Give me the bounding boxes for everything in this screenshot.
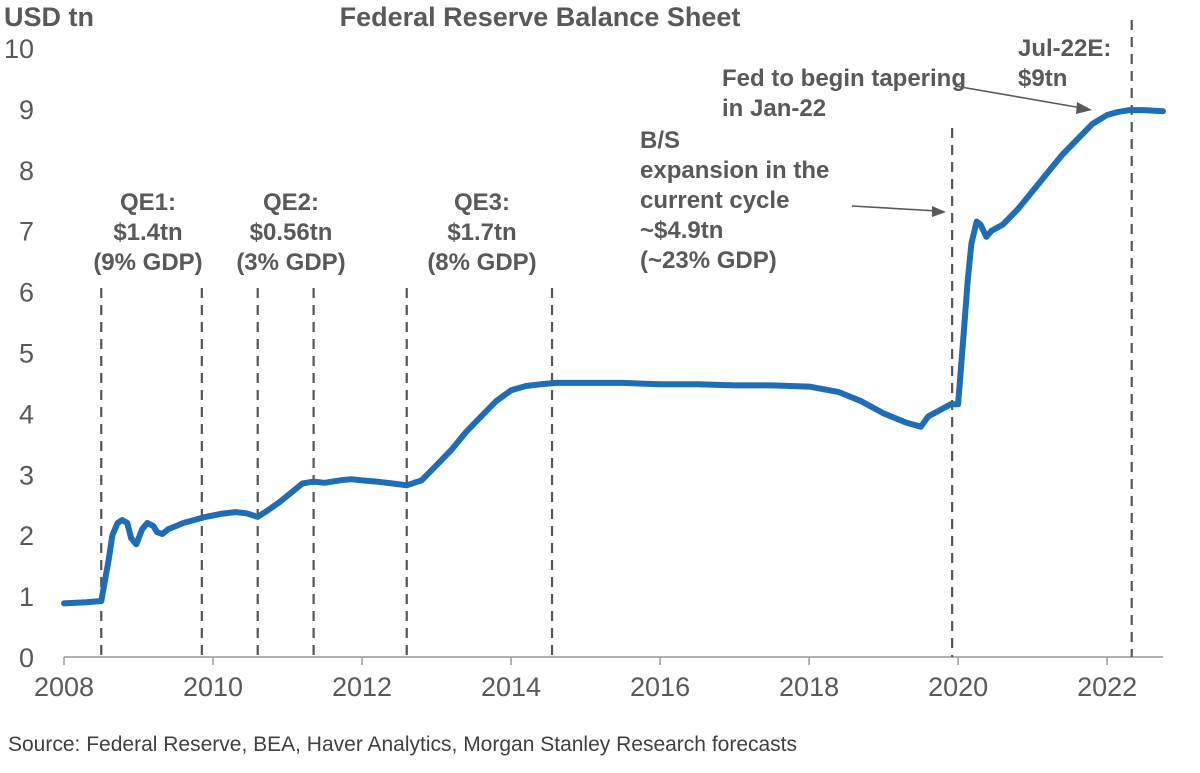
y-tick-label: 4 xyxy=(19,399,34,429)
x-tick-label: 2008 xyxy=(34,672,94,702)
annotation-tapering-arrow xyxy=(954,85,1083,109)
x-axis-ticks: 2008 2010 2012 2014 2016 2018 2020 2022 xyxy=(34,657,1137,702)
y-axis: 0 1 2 3 4 5 6 7 8 9 10 xyxy=(4,34,34,673)
x-tick-label: 2020 xyxy=(928,672,988,702)
x-tick-label: 2022 xyxy=(1077,672,1137,702)
annotation-bs-line: (~23% GDP) xyxy=(640,247,777,274)
y-tick-label: 3 xyxy=(19,460,34,490)
annotation-qe3-line: $1.7tn xyxy=(447,219,516,246)
x-tick-label: 2016 xyxy=(630,672,690,702)
chart-title: Federal Reserve Balance Sheet xyxy=(340,2,741,32)
annotation-tapering-line: in Jan-22 xyxy=(722,95,826,122)
x-tick-label: 2018 xyxy=(779,672,839,702)
x-tick-label: 2010 xyxy=(183,672,243,702)
annotation-jul22-line: $9tn xyxy=(1018,65,1067,92)
y-tick-label: 10 xyxy=(4,34,34,64)
source-note: Source: Federal Reserve, BEA, Haver Anal… xyxy=(8,733,798,756)
annotation-bs-arrow xyxy=(851,205,939,212)
annotation-qe3-line: (8% GDP) xyxy=(427,249,536,276)
annotation-tapering-arrowhead xyxy=(1076,102,1092,114)
annotation-jul22: Jul-22E: $9tn xyxy=(1018,35,1111,92)
annotation-bs-expansion: B/S expansion in the current cycle ~$4.9… xyxy=(640,127,946,274)
annotation-qe1-line: QE1: xyxy=(120,189,176,216)
x-tick-label: 2012 xyxy=(332,672,392,702)
annotation-qe1-line: (9% GDP) xyxy=(93,249,202,276)
annotation-bs-line: ~$4.9tn xyxy=(640,217,723,244)
annotation-qe1-line: $1.4tn xyxy=(113,219,182,246)
annotation-qe2-line: (3% GDP) xyxy=(236,249,345,276)
annotation-jul22-line: Jul-22E: xyxy=(1018,35,1111,62)
annotation-qe1: QE1: $1.4tn (9% GDP) xyxy=(93,189,202,276)
y-tick-label: 0 xyxy=(19,643,34,673)
y-axis-label: USD tn xyxy=(4,2,94,32)
annotation-qe3: QE3: $1.7tn (8% GDP) xyxy=(427,189,536,276)
annotation-bs-line: current cycle xyxy=(640,187,789,214)
y-tick-label: 5 xyxy=(19,339,34,369)
y-tick-label: 6 xyxy=(19,278,34,308)
x-tick-label: 2014 xyxy=(481,672,541,702)
annotation-qe2-line: $0.56tn xyxy=(250,219,333,246)
y-tick-label: 7 xyxy=(19,217,34,247)
annotation-tapering-line: Fed to begin tapering xyxy=(722,65,966,92)
y-tick-label: 8 xyxy=(19,156,34,186)
annotation-qe2: QE2: $0.56tn (3% GDP) xyxy=(236,189,345,276)
y-tick-label: 9 xyxy=(19,95,34,125)
annotation-qe3-line: QE3: xyxy=(454,189,510,216)
annotation-bs-arrowhead xyxy=(932,206,946,217)
y-tick-label: 1 xyxy=(19,582,34,612)
reference-lines xyxy=(100,20,1133,657)
y-tick-label: 2 xyxy=(19,521,34,551)
annotation-qe2-line: QE2: xyxy=(263,189,319,216)
annotation-bs-line: expansion in the xyxy=(640,157,829,184)
series-line xyxy=(61,107,1166,607)
annotation-bs-line: B/S xyxy=(640,127,680,154)
annotation-tapering: Fed to begin tapering in Jan-22 xyxy=(722,65,1092,122)
series-layer xyxy=(61,107,1166,607)
